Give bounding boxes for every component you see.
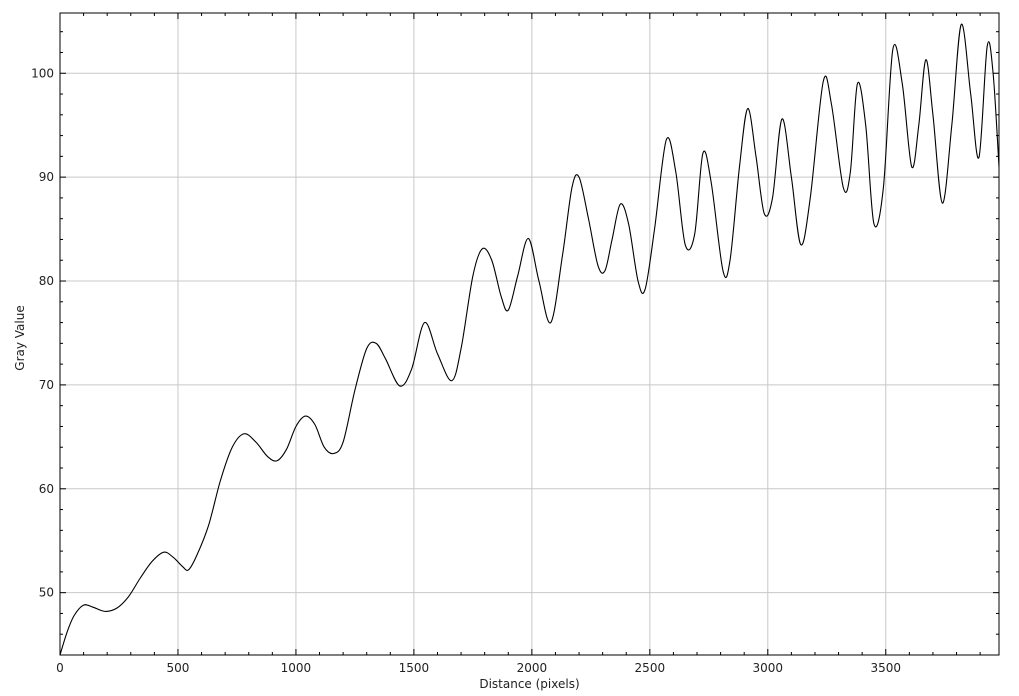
series-layer bbox=[59, 23, 1000, 656]
x-tick-label: 1000 bbox=[281, 661, 312, 675]
x-tick-label: 1500 bbox=[399, 661, 430, 675]
x-tick-label: 3000 bbox=[753, 661, 784, 675]
y-tick-label: 90 bbox=[39, 170, 54, 184]
y-tick-label: 70 bbox=[39, 378, 54, 392]
y-tick-label: 50 bbox=[39, 586, 54, 600]
y-axis-title: Gray Value bbox=[13, 305, 27, 370]
x-axis-title: Distance (pixels) bbox=[479, 677, 579, 691]
x-tick-label: 0 bbox=[56, 661, 64, 675]
grid-layer bbox=[60, 13, 999, 655]
y-tick-label: 60 bbox=[39, 482, 54, 496]
x-tick-label: 2500 bbox=[635, 661, 666, 675]
y-tick-label: 80 bbox=[39, 274, 54, 288]
x-tick-label: 500 bbox=[167, 661, 190, 675]
plot-frame bbox=[59, 12, 1000, 656]
tick-label-layer: 0 500 1000 1500 2000 2500 3000 3500 50 60 70 80 90 10… bbox=[31, 66, 901, 675]
x-tick-label: 2000 bbox=[517, 661, 548, 675]
x-tick-label: 3500 bbox=[870, 661, 901, 675]
y-tick-label: 100 bbox=[31, 66, 54, 80]
tick-layer bbox=[59, 13, 999, 656]
gray-value-line bbox=[59, 23, 1000, 656]
